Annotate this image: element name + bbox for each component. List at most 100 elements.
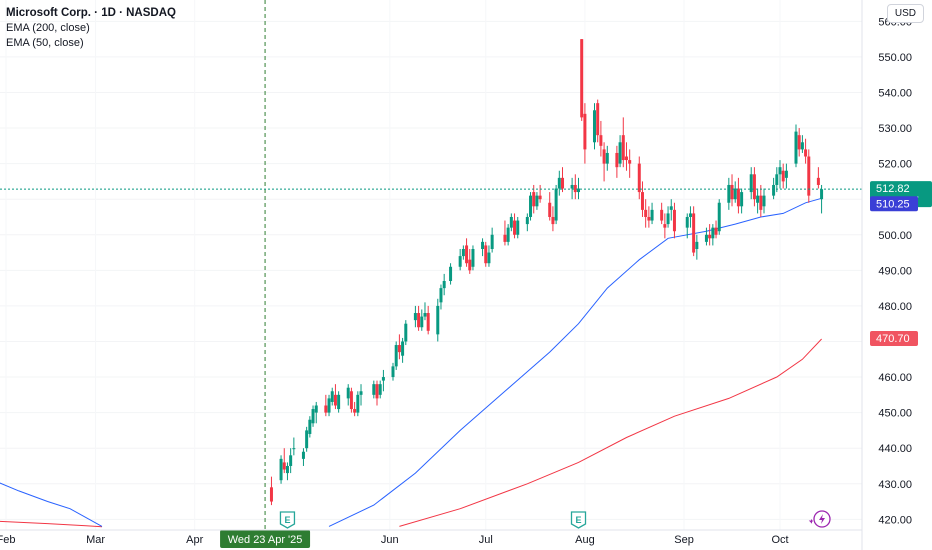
candle-body [513, 220, 517, 235]
candle [269, 476, 273, 506]
x-tick-label: Jul [479, 534, 493, 546]
candle [349, 387, 353, 413]
candle-body [727, 184, 731, 203]
candle-body [794, 131, 798, 164]
earnings-badge-shape [279, 511, 296, 529]
candle-body [807, 156, 811, 196]
lightning-icon[interactable] [808, 510, 831, 528]
candle-body [644, 209, 648, 217]
candle [592, 103, 596, 150]
earnings-badge[interactable]: E [570, 511, 587, 529]
candle-body [282, 462, 286, 470]
candle [740, 188, 744, 214]
candle [529, 192, 533, 221]
candle [301, 448, 305, 466]
x-tick-label: Feb [0, 534, 15, 546]
candle [708, 224, 712, 246]
candle [436, 298, 440, 342]
y-tick-label: 500.00 [878, 230, 912, 242]
candle-body [439, 288, 443, 303]
candle [487, 245, 491, 267]
candle [442, 273, 446, 296]
candle-body [449, 266, 453, 282]
candle [570, 177, 574, 200]
candle [289, 448, 293, 474]
candle-body [615, 152, 619, 168]
candle-body [756, 195, 760, 203]
candle [461, 245, 465, 260]
candle [762, 188, 766, 214]
candle-body [327, 398, 331, 413]
candle [285, 462, 289, 481]
ema50-price-box [870, 196, 918, 212]
candle [468, 248, 472, 274]
candle-body [781, 170, 785, 182]
chart-legend: Microsoft Corp. · 1D · NASDAQ EMA (200, … [6, 6, 176, 51]
candle-body [417, 313, 421, 328]
y-tick-label: 460.00 [878, 372, 912, 384]
candle-body [605, 152, 609, 164]
candle-body [820, 189, 824, 200]
candle [573, 174, 577, 200]
sparkle-icon [808, 519, 813, 524]
candle [730, 174, 734, 207]
candle-body [532, 192, 536, 207]
candle-body [404, 323, 408, 342]
candle-body [580, 39, 584, 118]
candle-body [772, 184, 776, 196]
candle [714, 220, 718, 239]
candle [413, 305, 417, 328]
candle [602, 142, 606, 182]
candle-body [461, 248, 465, 257]
earnings-badge[interactable]: E [279, 511, 296, 529]
candle-body [529, 195, 533, 217]
candle-body [481, 241, 485, 249]
candle-body [596, 103, 600, 136]
candle [800, 135, 804, 153]
earnings-badge-label: E [575, 515, 581, 525]
candle [449, 263, 453, 285]
candle [775, 167, 779, 193]
symbol-title[interactable]: Microsoft Corp. · 1D · NASDAQ [6, 7, 176, 19]
candle-body [490, 234, 494, 249]
candle-body [506, 227, 510, 242]
crosshair: Wed 23 Apr '25 [0, 0, 862, 548]
candle [423, 302, 427, 321]
y-tick-label: 530.00 [878, 123, 912, 135]
candle-body [714, 227, 718, 235]
candle-body [525, 216, 529, 225]
candle-body [378, 384, 382, 395]
candles [269, 39, 824, 506]
candle-body [557, 177, 561, 189]
candle-body [353, 409, 357, 413]
candle-body [551, 216, 555, 225]
candle-body [762, 195, 766, 207]
candle-body [420, 316, 424, 328]
candle-body [468, 259, 472, 271]
candle [669, 199, 673, 221]
candle-body [733, 188, 737, 200]
candle [621, 117, 625, 168]
candle [538, 184, 542, 203]
currency-button[interactable]: USD [886, 4, 924, 23]
candle-body [413, 313, 417, 321]
candle [711, 224, 715, 246]
y-tick-label: 540.00 [878, 87, 912, 99]
candle [816, 167, 820, 189]
ema200-legend-label[interactable]: EMA (200, close) [6, 22, 90, 34]
candle-body [333, 394, 337, 406]
candle-body [356, 394, 360, 413]
candle [353, 401, 357, 417]
candle-body [759, 195, 763, 210]
candle-body [381, 377, 385, 381]
candle-body [401, 341, 405, 356]
ema50-legend-label[interactable]: EMA (50, close) [6, 37, 84, 49]
candle [308, 416, 312, 438]
candle-body [647, 216, 651, 221]
candle-body [436, 305, 440, 335]
candle [372, 380, 376, 399]
ema200-price-label: 470.70 [876, 333, 910, 345]
candle-body [561, 177, 565, 189]
